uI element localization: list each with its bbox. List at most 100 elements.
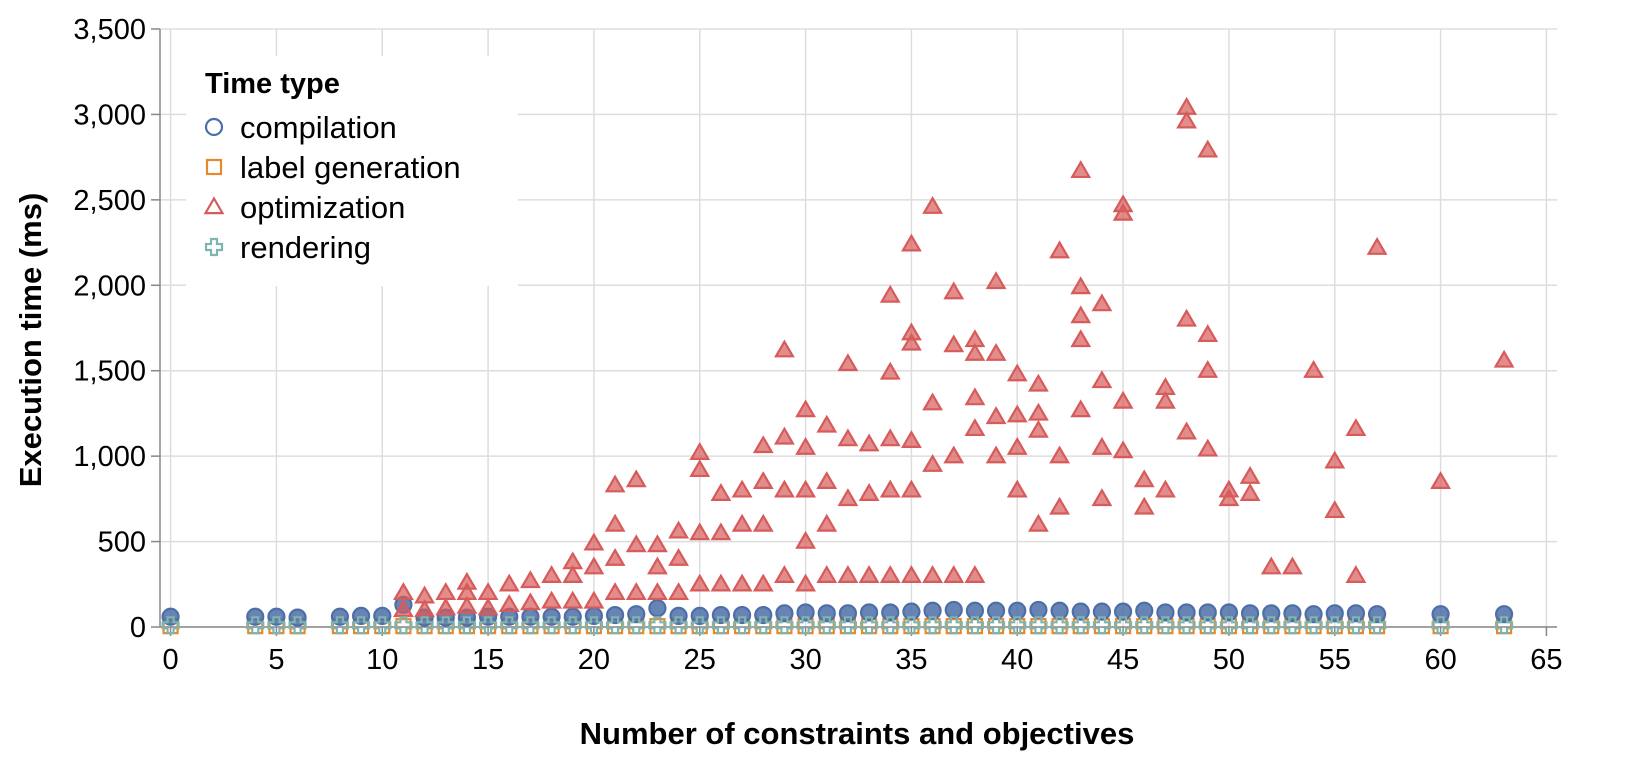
optimization-point — [816, 471, 838, 489]
optimization-point — [1176, 421, 1197, 440]
optimization-point — [1430, 471, 1451, 489]
x-tick-label: 55 — [1319, 644, 1351, 676]
optimization-point — [837, 565, 859, 583]
optimization-point — [647, 534, 668, 553]
compilation-point — [1494, 605, 1514, 624]
optimization-point — [1049, 240, 1070, 259]
optimization-point — [985, 271, 1007, 290]
optimization-point — [1155, 390, 1176, 409]
y-tick-label: 500 — [98, 527, 146, 559]
x-tick-label: 30 — [789, 644, 821, 676]
optimization-point — [858, 483, 880, 501]
rendering-point — [1135, 616, 1154, 635]
rendering-point — [267, 616, 286, 635]
compilation-point — [648, 599, 667, 618]
y-tick-label: 0 — [130, 612, 146, 644]
optimization-point — [710, 573, 732, 592]
optimization-point — [1006, 363, 1028, 382]
rendering-point — [1494, 616, 1514, 635]
optimization-point — [837, 353, 859, 372]
y-tick-label: 3,500 — [73, 14, 146, 46]
legend-title: Time type — [205, 68, 340, 100]
x-tick-label: 25 — [684, 644, 716, 676]
optimization-point — [816, 414, 838, 433]
x-tick-label: 20 — [578, 644, 610, 676]
optimization-point — [922, 196, 943, 214]
optimization-point — [879, 565, 901, 583]
rendering-point — [732, 616, 752, 635]
rendering-point — [1177, 616, 1196, 635]
x-tick-label: 45 — [1107, 644, 1139, 676]
rendering-point — [1050, 616, 1069, 635]
optimization-point — [710, 483, 732, 501]
rendering-point — [478, 616, 498, 635]
optimization-point — [1133, 496, 1155, 515]
optimization-point — [1028, 373, 1049, 392]
optimization-point — [583, 556, 605, 575]
rendering-point — [563, 616, 582, 635]
x-tick-label: 15 — [472, 644, 504, 676]
optimization-point — [943, 281, 965, 300]
optimization-point — [795, 436, 816, 455]
legend-label-label-generation: label generation — [240, 150, 461, 185]
x-tick-label: 0 — [163, 644, 179, 676]
rendering-point — [330, 616, 350, 635]
optimization-point — [901, 430, 922, 448]
rendering-point — [1198, 616, 1217, 635]
rendering-point — [584, 616, 604, 635]
rendering-point — [1325, 616, 1344, 635]
compilation-point — [1283, 604, 1302, 623]
rendering-point — [838, 616, 858, 635]
compilation-point — [902, 602, 921, 621]
optimization-point — [1197, 139, 1219, 158]
optimization-point — [1324, 500, 1346, 519]
rendering-point — [965, 616, 985, 635]
rendering-point — [457, 616, 477, 635]
rendering-point — [161, 616, 180, 635]
optimization-point — [964, 342, 986, 361]
compilation-point — [1240, 604, 1260, 623]
optimization-point — [604, 513, 626, 532]
legend-label-optimization: optimization — [240, 190, 405, 225]
rendering-point — [817, 616, 836, 635]
optimization-point — [520, 592, 541, 611]
compilation-point — [1304, 605, 1323, 624]
optimization-point — [731, 573, 753, 592]
optimization-point — [625, 534, 647, 553]
optimization-point — [668, 547, 689, 566]
rendering-point — [1262, 616, 1281, 635]
rendering-point — [1092, 616, 1112, 635]
compilation-point — [605, 605, 625, 625]
optimization-point — [1070, 160, 1092, 179]
optimization-point — [1049, 496, 1070, 515]
y-axis-title: Execution time (ms) — [13, 193, 48, 488]
rendering-point — [902, 616, 921, 635]
y-tick-label: 1,000 — [73, 441, 146, 473]
compilation-point — [986, 601, 1006, 620]
optimization-point — [1049, 445, 1070, 464]
optimization-point — [1006, 436, 1028, 455]
optimization-point — [541, 565, 562, 583]
optimization-point — [435, 582, 457, 601]
optimization-point — [1239, 483, 1261, 501]
compilation-point — [1346, 604, 1366, 623]
optimization-point — [1176, 110, 1197, 129]
optimization-point — [816, 565, 838, 583]
axes: 0 5 10 15 20 25 30 35 40 45 50 55 60 65 0 500 1,000 1,500… — [73, 14, 1562, 676]
compilation-point — [754, 605, 773, 625]
x-tick-label: 50 — [1213, 644, 1245, 676]
compilation-point — [732, 605, 752, 625]
y-tick-label: 3,000 — [73, 99, 146, 131]
optimization-point — [1070, 276, 1092, 295]
optimization-point — [689, 459, 711, 478]
optimization-point — [1091, 293, 1113, 312]
optimization-point — [520, 570, 541, 589]
optimization-point — [1239, 465, 1261, 484]
x-tick-label: 65 — [1530, 644, 1562, 676]
x-tick-label: 60 — [1424, 644, 1456, 676]
optimization-point — [477, 597, 499, 616]
optimization-point — [498, 594, 520, 613]
legend-label-compilation: compilation — [240, 110, 397, 145]
